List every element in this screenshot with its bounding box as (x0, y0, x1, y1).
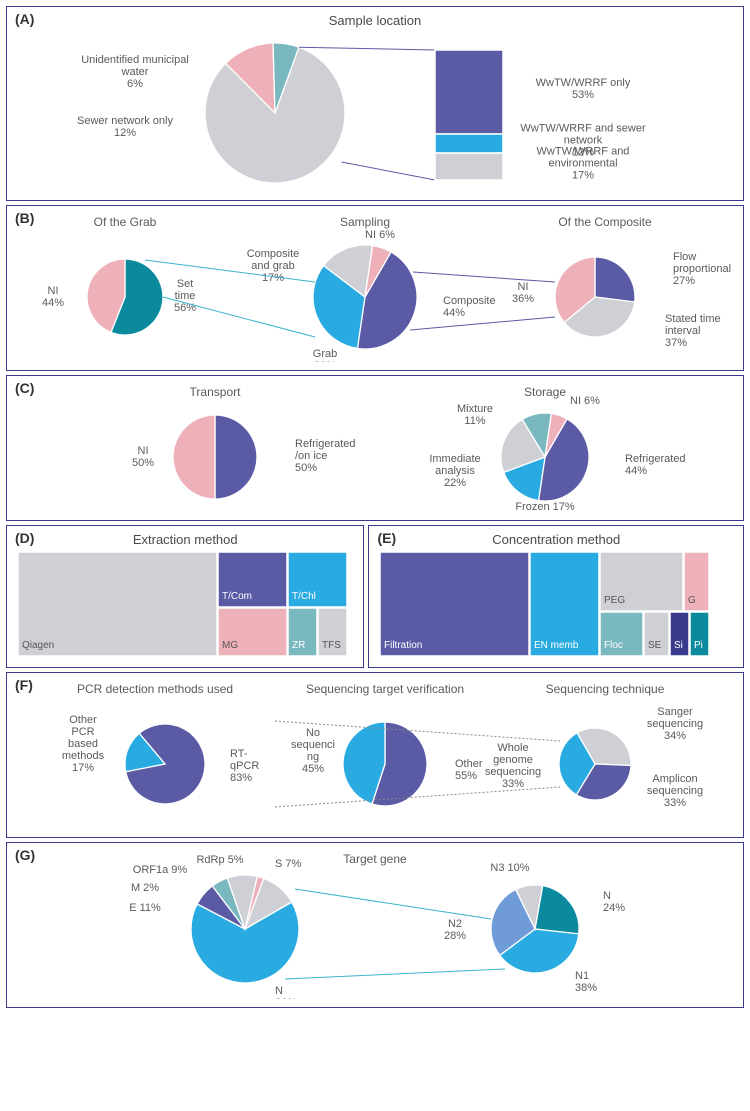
svg-text:MG: MG (222, 640, 238, 651)
panel-c-label: (C) (15, 380, 34, 396)
svg-text:Sewer network only12%: Sewer network only12% (77, 115, 173, 139)
panel-a-label: (A) (15, 11, 34, 27)
panel-f: (F) PCR detection methods used Sequencing… (6, 672, 744, 838)
svg-text:WwTW/WRRF andenvironmental17%: WwTW/WRRF andenvironmental17% (537, 145, 630, 181)
panel-d-title: Extraction method (15, 532, 355, 547)
svg-text:RdRp 5%: RdRp 5% (196, 854, 243, 866)
svg-text:Frozen 17%: Frozen 17% (515, 501, 575, 512)
svg-text:OtherPCRbasedmethods17%: OtherPCRbasedmethods17% (62, 714, 105, 774)
svg-text:EN memb: EN memb (534, 640, 579, 651)
svg-text:Filtration: Filtration (384, 640, 422, 651)
svg-text:E 11%: E 11% (129, 902, 161, 914)
svg-text:Refrigerated/on ice50%: Refrigerated/on ice50% (295, 438, 356, 474)
svg-text:G: G (688, 595, 696, 606)
svg-text:N228%: N228% (444, 918, 466, 942)
svg-text:Pi: Pi (694, 640, 703, 651)
sequencing-chart: PCR detection methods used Sequencing tar… (15, 679, 735, 829)
panel-a-title: Sample location (15, 13, 735, 28)
svg-text:Floc: Floc (604, 640, 623, 651)
panel-f-label: (F) (15, 677, 33, 693)
svg-text:Nosequencing45%: Nosequencing45% (291, 727, 335, 775)
svg-text:Target gene: Target gene (343, 852, 407, 866)
svg-text:Other55%: Other55% (455, 758, 483, 782)
svg-text:Flowproportional27%: Flowproportional27% (673, 251, 731, 287)
svg-text:Grab33%: Grab33% (313, 348, 337, 362)
svg-text:Transport: Transport (190, 385, 242, 399)
panel-e-label: (E) (377, 530, 396, 546)
svg-text:RT-qPCR83%: RT-qPCR83% (230, 748, 259, 784)
svg-text:Unidentified municipalwater6%: Unidentified municipalwater6% (81, 54, 189, 90)
svg-text:Of the Composite: Of the Composite (558, 215, 652, 229)
svg-text:WwTW/WRRF only53%: WwTW/WRRF only53% (536, 77, 631, 101)
svg-text:NI 6%: NI 6% (570, 395, 600, 407)
panel-a: (A) Sample location Unidentified municip… (6, 6, 744, 201)
svg-text:N66%: N66% (275, 985, 297, 999)
svg-text:NI 6%: NI 6% (365, 229, 395, 241)
svg-text:Mixture11%: Mixture11% (457, 403, 493, 427)
svg-text:Of the Grab: Of the Grab (94, 215, 157, 229)
panel-d-label: (D) (15, 530, 34, 546)
svg-text:ORF1a 9%: ORF1a 9% (133, 864, 188, 876)
svg-text:Sampling: Sampling (340, 215, 390, 229)
panel-e-title: Concentration method (377, 532, 735, 547)
svg-text:Immediateanalysis22%: Immediateanalysis22% (429, 453, 480, 489)
svg-text:N24%: N24% (603, 890, 625, 914)
svg-text:NI36%: NI36% (512, 281, 534, 305)
panel-g-label: (G) (15, 847, 35, 863)
svg-text:Qiagen: Qiagen (22, 640, 54, 651)
svg-text:Sangersequencing34%: Sangersequencing34% (647, 706, 703, 742)
svg-text:N138%: N138% (575, 970, 597, 994)
svg-text:Storage: Storage (524, 385, 566, 399)
panel-b-label: (B) (15, 210, 34, 226)
panel-d: (D) Extraction method Qiagen T/Com T/Chl MG… (6, 525, 364, 668)
svg-text:NI50%: NI50% (132, 445, 154, 469)
target-gene-chart: Target gene N66% S 7% RdRp 5% ORF1a 9% M 2% E … (15, 849, 735, 999)
svg-text:N3 10%: N3 10% (490, 862, 529, 874)
svg-text:M 2%: M 2% (131, 882, 159, 894)
transport-storage-chart: Transport Storage Refrigerated/on ice50% NI… (15, 382, 735, 512)
panel-c: (C) Transport Storage Refrigerated/on ice5… (6, 375, 744, 521)
sampling-chart: Of the Grab Sampling Of the Composite NI44%… (15, 212, 735, 362)
panel-e: (E) Concentration method Filtration EN me… (368, 525, 744, 668)
panel-g: (G) Target gene N66% S 7% RdRp 5% ORF1a 9% M … (6, 842, 744, 1008)
svg-text:Si: Si (674, 640, 683, 651)
extraction-treemap: Qiagen T/Com T/Chl MG ZR TFS (15, 551, 355, 659)
svg-text:Ampliconsequencing33%: Ampliconsequencing33% (647, 773, 703, 809)
svg-text:Composite44%: Composite44% (443, 295, 496, 319)
svg-text:Sequencing target verification: Sequencing target verification (306, 682, 464, 696)
svg-text:Sequencing technique: Sequencing technique (546, 682, 665, 696)
svg-text:Stated timeinterval37%: Stated timeinterval37% (665, 313, 721, 349)
panel-b: (B) Of the Grab Sampling Of the Composite N… (6, 205, 744, 371)
concentration-treemap: Filtration EN memb PEG G Floc SE Si Pi (377, 551, 732, 659)
svg-text:PCR detection methods used: PCR detection methods used (77, 682, 233, 696)
svg-text:TFS: TFS (322, 640, 341, 651)
svg-text:NI44%: NI44% (42, 285, 64, 309)
svg-text:SE: SE (648, 640, 662, 651)
svg-text:S 7%: S 7% (275, 858, 302, 870)
svg-text:Settime56%: Settime56% (174, 278, 196, 314)
svg-text:T/Chl: T/Chl (292, 591, 316, 602)
svg-text:Refrigerated44%: Refrigerated44% (625, 453, 686, 477)
svg-text:Wholegenomesequencing33%: Wholegenomesequencing33% (485, 742, 541, 790)
svg-text:ZR: ZR (292, 640, 305, 651)
svg-text:T/Com: T/Com (222, 591, 252, 602)
sample-location-chart: Unidentified municipalwater6% Sewer netwo… (15, 35, 735, 190)
svg-text:PEG: PEG (604, 595, 625, 606)
